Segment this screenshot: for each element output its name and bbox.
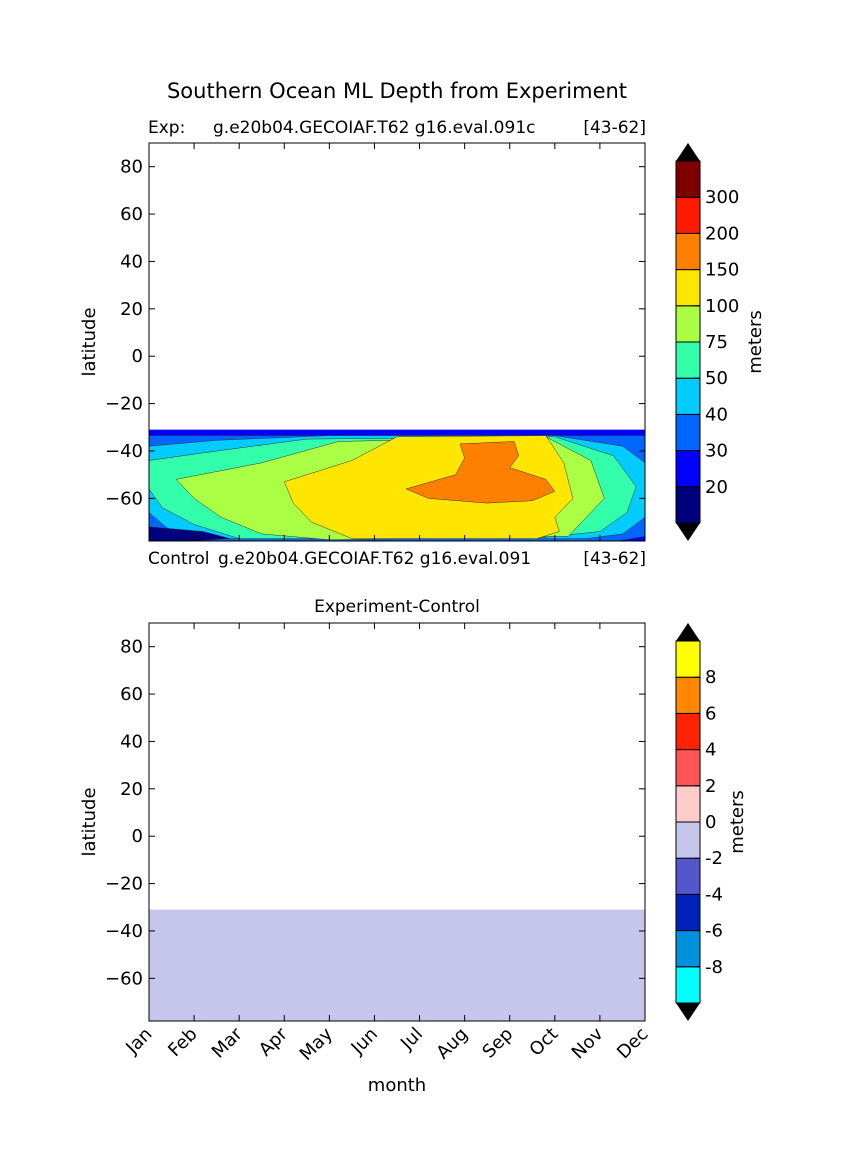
colorbar-tick-label: 150 (705, 260, 739, 281)
control-case-label: g.e20b04.GECOIAF.T62 g16.eval.091 (218, 549, 531, 569)
exp-label: Exp: (148, 118, 185, 138)
y-tick-label: 20 (120, 779, 143, 800)
colorbar-swatch (675, 232, 701, 271)
exp-case-label: g.e20b04.GECOIAF.T62 g16.eval.091c (213, 118, 535, 138)
colorbar-swatch (675, 269, 701, 307)
colorbar-tick-label: -6 (705, 921, 723, 942)
colorbar-tick-label: -4 (705, 884, 723, 905)
colorbar-tick-label: 0 (705, 812, 716, 833)
x-tick-label: Feb (164, 1024, 201, 1061)
bottom-colorbar-label: meters (727, 790, 748, 854)
bottom-panel: 80 60 40 20 0 −20 −40 −60 Jan Feb Mar Apr May Jun Jul… (79, 622, 653, 1096)
colorbar-tick-label: -8 (705, 957, 723, 978)
colorbar-swatch (675, 486, 701, 524)
colorbar-tick-label: 300 (705, 187, 739, 208)
top-colorbar: 20 30 40 50 75 100 150 200 300 (675, 143, 739, 541)
colorbar-swatch (675, 857, 701, 895)
contour-band-200 (405, 441, 556, 504)
y-tick-label: 20 (120, 299, 143, 320)
colorbar-tick-label: 75 (705, 332, 728, 353)
colorbar-tick-label: 200 (705, 223, 739, 244)
colorbar-swatch (675, 712, 701, 751)
colorbar-swatch (675, 377, 701, 415)
colorbar-swatch (675, 893, 701, 932)
colorbar-swatch (675, 450, 701, 488)
x-tick-label: Aug (432, 1024, 472, 1064)
figure-title: Southern Ocean ML Depth from Experiment (167, 79, 627, 103)
y-tick-label: −40 (105, 441, 143, 462)
colorbar-tick-label: 50 (705, 368, 728, 389)
colorbar-swatch (675, 966, 701, 1004)
x-tick-label: Jan (121, 1024, 156, 1059)
colorbar-tick-label: 100 (705, 296, 739, 317)
x-tick-label: Mar (208, 1023, 247, 1062)
y-tick-label: 40 (120, 251, 143, 272)
colorbar-extend-max (676, 623, 700, 641)
x-tick-label: Nov (568, 1023, 608, 1063)
bottom-colorbar: -8 -6 -4 -2 0 2 4 6 8 (675, 623, 723, 1021)
colorbar-tick-label: 30 (705, 441, 728, 462)
colorbar-swatch (675, 749, 701, 787)
colorbar-swatch (675, 196, 701, 234)
colorbar-swatch (675, 160, 701, 198)
y-tick-label: 60 (120, 204, 143, 225)
colorbar-tick-label: 40 (705, 404, 728, 425)
top-y-axis-label: latitude (79, 307, 100, 376)
bottom-y-axis-label: latitude (79, 787, 100, 856)
colorbar-tick-label: 2 (705, 776, 716, 797)
colorbar-swatch (675, 413, 701, 452)
y-tick-label: 0 (132, 346, 143, 367)
x-tick-label: Sep (478, 1024, 517, 1063)
control-label: Control (148, 549, 209, 569)
top-y-axis: 80 60 40 20 0 −20 −40 −60 (105, 143, 646, 541)
colorbar-tick-label: 6 (705, 703, 716, 724)
colorbar-swatch (675, 821, 701, 859)
colorbar-swatch (675, 305, 701, 343)
y-tick-label: 60 (120, 684, 143, 705)
colorbar-swatch (675, 676, 701, 714)
y-tick-label: 80 (120, 157, 143, 178)
bottom-y-axis: 80 60 40 20 0 −20 −40 −60 (105, 637, 645, 989)
bottom-plot-frame (148, 622, 646, 1022)
y-tick-label: 80 (120, 637, 143, 658)
control-years-label: [43-62] (583, 549, 646, 569)
x-tick-label: Jul (396, 1024, 427, 1055)
y-tick-label: −60 (105, 488, 143, 509)
top-panel: 80 60 40 20 0 −20 −40 −60 latitude (79, 142, 646, 542)
y-tick-label: −20 (105, 394, 143, 415)
bottom-subtitle: Experiment-Control (314, 597, 480, 617)
colorbar-tick-label: 4 (705, 740, 716, 761)
colorbar-extend-min (676, 523, 700, 541)
x-tick-label: Apr (255, 1023, 292, 1060)
colorbar-swatch (675, 785, 701, 823)
colorbar-tick-label: 8 (705, 667, 716, 688)
bottom-diff-field (149, 909, 645, 1021)
top-plot-frame (148, 142, 646, 542)
colorbar-extend-max (676, 143, 700, 161)
diff-field (149, 909, 645, 1021)
y-tick-label: −60 (105, 968, 143, 989)
x-tick-label: Dec (613, 1024, 652, 1063)
bottom-x-axis-label: month (368, 1075, 426, 1096)
y-tick-label: 0 (132, 826, 143, 847)
y-tick-label: −20 (105, 874, 143, 895)
x-tick-label: May (296, 1023, 337, 1064)
y-tick-label: 40 (120, 731, 143, 752)
y-tick-label: −40 (105, 921, 143, 942)
contour-band-20 (149, 526, 231, 541)
colorbar-tick-label: 20 (705, 477, 728, 498)
exp-years-label: [43-62] (583, 118, 646, 138)
colorbar-tick-label: -2 (705, 848, 723, 869)
top-contour-field (149, 429, 645, 541)
colorbar-extend-min (676, 1003, 700, 1021)
top-colorbar-label: meters (745, 310, 766, 374)
x-tick-label: Oct (525, 1024, 562, 1061)
colorbar-swatch (675, 640, 701, 678)
colorbar-swatch (675, 341, 701, 379)
colorbar-swatch (675, 930, 701, 968)
x-tick-label: Jun (347, 1024, 382, 1059)
